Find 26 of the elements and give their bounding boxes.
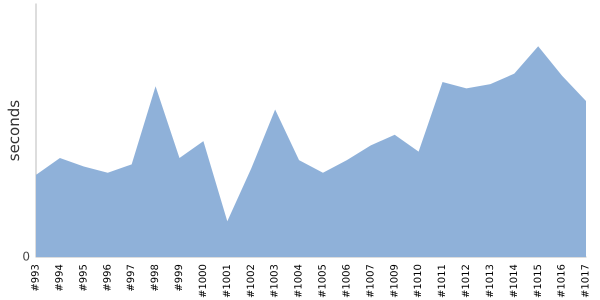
x-tick-label: #1001	[222, 264, 233, 298]
x-tick-label: #999	[174, 264, 186, 292]
x-tick-label: #995	[78, 264, 90, 292]
x-tick-label: #1015	[532, 264, 544, 298]
x-tick-label: #997	[126, 264, 138, 292]
x-tick-label: #1010	[413, 264, 424, 298]
text: 0	[22, 249, 30, 264]
x-tick-label: #1009	[389, 264, 400, 298]
x-tick-label: #998	[150, 264, 162, 292]
x-tick-label: #1000	[198, 264, 209, 298]
x-tick-label: #1013	[484, 264, 496, 298]
x-tick-label: #1003	[270, 264, 281, 298]
x-tick-label: #1005	[318, 264, 329, 298]
x-tick-label: #1011	[437, 264, 448, 298]
x-tick-label: #1014	[508, 264, 520, 298]
y-axis-title: seconds	[4, 100, 23, 162]
x-tick-label: #1002	[246, 264, 257, 298]
x-tick-label: #994	[54, 264, 66, 292]
x-tick-label: #1006	[341, 264, 352, 298]
x-tick-label: #1004	[294, 264, 305, 298]
x-tick-label: #1017	[580, 264, 592, 298]
x-tick-label: #996	[102, 264, 114, 292]
x-tick-label: #1012	[461, 264, 472, 298]
x-tick-label: #993	[30, 264, 42, 292]
x-tick-label: #1016	[556, 264, 568, 298]
x-tick-label: #1007	[365, 264, 376, 298]
